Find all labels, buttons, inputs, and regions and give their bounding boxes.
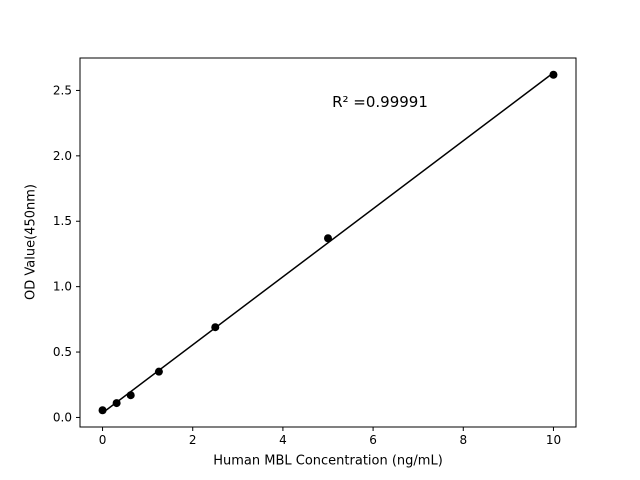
y-tick-label: 2.5	[53, 83, 72, 97]
data-point	[549, 70, 558, 79]
x-axis-label: Human MBL Concentration (ng/mL)	[213, 453, 443, 469]
data-points	[98, 70, 558, 415]
data-point	[211, 323, 220, 332]
x-tick-label: 2	[189, 433, 197, 447]
fit-line	[102, 72, 554, 414]
y-axis-label: OD Value(450nm)	[23, 184, 39, 300]
x-tick-label: 6	[369, 433, 377, 447]
y-tick-label: 1.5	[53, 214, 72, 228]
r-squared-annotation: R² =0.99991	[332, 93, 428, 111]
y-tick-label: 0.5	[53, 345, 72, 359]
data-point	[126, 391, 135, 400]
x-tick-label: 4	[279, 433, 287, 447]
x-tick-label: 8	[459, 433, 467, 447]
x-axis-ticks: 0 2 4 6 8 10	[99, 427, 561, 447]
y-axis-ticks: 0.0 0.5 1.0 1.5 2.0 2.5	[53, 83, 80, 424]
axes-box	[79, 57, 577, 428]
data-point	[98, 406, 107, 415]
y-tick-label: 1.0	[53, 280, 72, 294]
x-tick-label: 10	[546, 433, 561, 447]
y-tick-label: 2.0	[53, 149, 72, 163]
x-tick-label: 0	[99, 433, 107, 447]
data-point	[112, 399, 121, 408]
y-tick-label: 0.0	[53, 410, 72, 424]
data-point	[154, 367, 163, 376]
data-point	[324, 234, 332, 243]
